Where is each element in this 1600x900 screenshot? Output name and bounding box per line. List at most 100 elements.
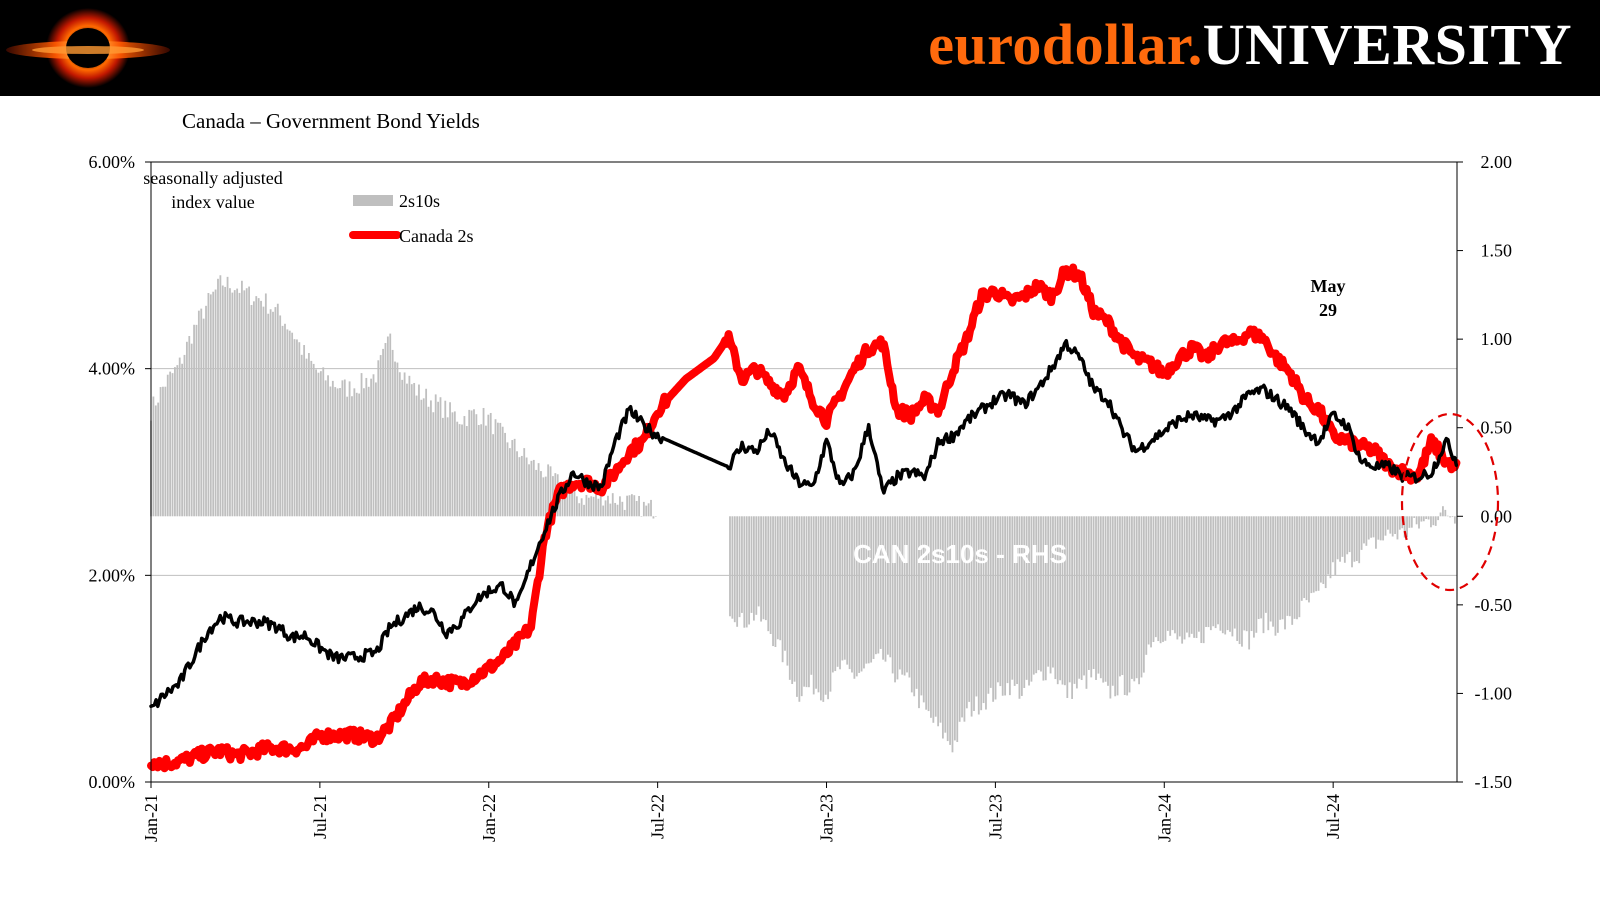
spread-bar: [1032, 516, 1035, 675]
spread-bar: [152, 396, 155, 517]
spread-bar: [595, 490, 597, 517]
spread-bar: [1178, 516, 1181, 637]
spread-bar: [638, 495, 640, 517]
spread-bar: [736, 516, 739, 627]
spread-bar: [513, 438, 516, 517]
spread-bar: [745, 516, 748, 628]
spread-bar: [169, 371, 172, 517]
spread-bar: [1052, 516, 1054, 668]
spread-bar: [207, 293, 210, 517]
spread-bar: [1291, 516, 1294, 625]
spread-bar: [592, 496, 595, 517]
spread-bar: [1092, 516, 1095, 670]
left-tick-label: 0.00%: [89, 772, 136, 792]
spread-bar: [1119, 516, 1121, 677]
spread-bar: [750, 516, 753, 613]
spread-bar: [1269, 516, 1272, 622]
rhs-watermark: CAN 2s10s - RHS: [853, 539, 1067, 569]
spread-bar: [999, 516, 1002, 687]
spread-bar: [1382, 516, 1385, 541]
spread-bar: [1162, 516, 1164, 642]
spread-bar: [267, 313, 270, 517]
spread-bar: [162, 386, 164, 517]
spread-bar: [334, 387, 337, 517]
spread-bar: [1391, 516, 1394, 537]
spread-bar: [616, 504, 619, 517]
spread-bar: [1284, 516, 1286, 630]
spread-bar: [367, 386, 370, 517]
spread-bar: [922, 516, 925, 703]
spread-bar: [389, 333, 392, 517]
spread-bar: [731, 516, 734, 619]
spread-bar: [420, 399, 423, 517]
spread-bar: [743, 516, 746, 628]
spread-bar: [1145, 516, 1148, 655]
spread-bar: [1001, 516, 1004, 696]
spread-bar: [1255, 516, 1258, 633]
spread-bar: [312, 363, 315, 517]
spread-bar: [968, 516, 971, 702]
spread-bar: [953, 516, 956, 741]
spread-bar: [1154, 516, 1157, 638]
spread-bar: [1066, 516, 1069, 698]
spread-bar: [1111, 516, 1114, 686]
spread-bar: [494, 419, 497, 517]
spread-bar: [977, 516, 980, 715]
spread-bar: [1202, 516, 1205, 644]
spread-bar: [441, 417, 444, 517]
spread-bar: [425, 388, 428, 517]
spread-bar: [578, 503, 581, 517]
spread-bar: [233, 290, 236, 517]
spread-bar: [1037, 516, 1040, 671]
spread-bar: [599, 489, 602, 517]
spread-bar: [1389, 516, 1392, 534]
spread-bar: [341, 380, 344, 517]
spread-bar: [772, 516, 774, 647]
spread-bar: [1384, 516, 1387, 536]
spread-bar: [937, 516, 940, 727]
spread-bar: [154, 405, 157, 517]
spread-bar: [930, 516, 932, 718]
spread-bar: [621, 501, 624, 517]
spread-bar: [1360, 516, 1363, 550]
spread-bar: [427, 406, 430, 517]
spread-bar: [298, 342, 301, 517]
spread-bar: [1059, 516, 1062, 681]
spread-bar: [1331, 516, 1334, 563]
spread-bar: [547, 464, 550, 517]
spread-bar: [913, 516, 916, 697]
spread-bar: [272, 311, 274, 517]
spread-bar: [410, 384, 413, 517]
legend-label-canada-2s: Canada 2s: [399, 226, 473, 246]
right-tick-label: 1.50: [1481, 241, 1513, 261]
spread-bar: [640, 516, 643, 517]
spread-bar: [181, 363, 184, 517]
spread-bar: [1083, 516, 1085, 676]
spread-bar: [781, 516, 784, 663]
spread-bar: [851, 516, 853, 673]
spread-bar: [229, 288, 231, 517]
spread-bar: [1260, 516, 1262, 619]
spread-bar: [872, 516, 875, 659]
spread-bar: [291, 332, 294, 517]
spread-bar: [896, 516, 899, 680]
canada-2s-line: [147, 263, 1461, 773]
right-tick-label: 1.00: [1481, 329, 1513, 349]
spread-bar: [296, 339, 298, 517]
spread-bar: [444, 400, 447, 517]
spread-bar: [1044, 516, 1047, 681]
spread-bar: [824, 516, 827, 695]
spread-bar: [523, 448, 526, 517]
spread-bar: [1245, 516, 1248, 632]
spread-bar: [1133, 516, 1136, 682]
spread-bar: [942, 516, 944, 739]
spread-bar: [1410, 516, 1413, 528]
spread-bar: [965, 516, 968, 709]
spread-bar: [276, 303, 279, 517]
spread-bar: [585, 494, 588, 517]
spread-bar: [1011, 516, 1014, 680]
spread-bar: [1425, 516, 1428, 520]
spread-bar: [248, 286, 250, 517]
spread-bar: [552, 476, 554, 517]
spread-bar: [489, 412, 492, 517]
